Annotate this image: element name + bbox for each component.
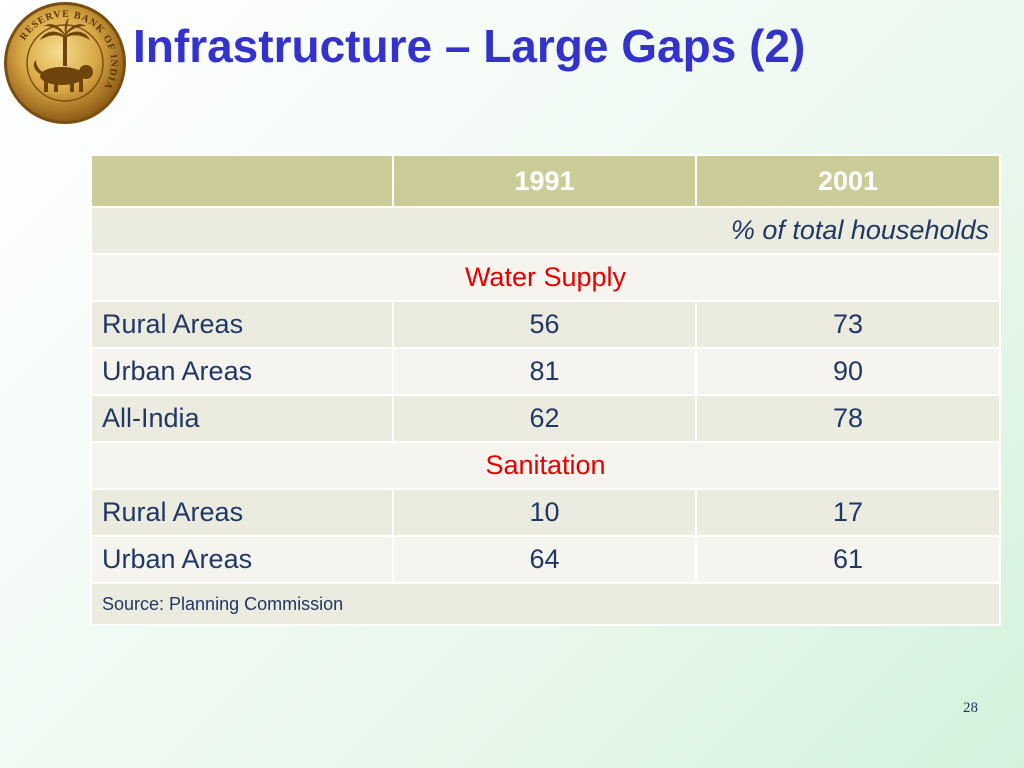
source-note: Source: Planning Commission (90, 582, 1001, 626)
value-1991: 64 (392, 535, 697, 584)
row-label: Urban Areas (90, 347, 394, 396)
value-1991: 81 (392, 347, 697, 396)
header-cell-1991: 1991 (392, 154, 697, 208)
value-2001: 90 (695, 347, 1001, 396)
header-cell-blank (90, 154, 394, 208)
rbi-logo: RESERVE BANK OF INDIA (2, 0, 128, 126)
table-row: Rural Areas 56 73 (90, 300, 1001, 349)
value-1991: 56 (392, 300, 697, 349)
row-label: All-India (90, 394, 394, 443)
value-1991: 62 (392, 394, 697, 443)
row-label: Rural Areas (90, 488, 394, 537)
row-label: Rural Areas (90, 300, 394, 349)
header-cell-2001: 2001 (695, 154, 1001, 208)
value-2001: 73 (695, 300, 1001, 349)
table-row: All-India 62 78 (90, 394, 1001, 443)
table-header-row: 1991 2001 (90, 154, 1001, 208)
table-row: Urban Areas 64 61 (90, 535, 1001, 584)
source-row: Source: Planning Commission (90, 582, 1001, 626)
page-number: 28 (963, 700, 978, 716)
section-row-water-supply: Water Supply (90, 253, 1001, 302)
value-2001: 17 (695, 488, 1001, 537)
value-1991: 10 (392, 488, 697, 537)
slide-title: Infrastructure – Large Gaps (2) (133, 20, 806, 72)
section-title-sanitation: Sanitation (90, 441, 1001, 490)
infrastructure-table: 1991 2001 % of total households Water Su… (90, 154, 1001, 626)
unit-note-row: % of total households (90, 206, 1001, 255)
table-row: Urban Areas 81 90 (90, 347, 1001, 396)
unit-note: % of total households (90, 206, 1001, 255)
value-2001: 61 (695, 535, 1001, 584)
table-row: Rural Areas 10 17 (90, 488, 1001, 537)
value-2001: 78 (695, 394, 1001, 443)
row-label: Urban Areas (90, 535, 394, 584)
section-title-water-supply: Water Supply (90, 253, 1001, 302)
section-row-sanitation: Sanitation (90, 441, 1001, 490)
